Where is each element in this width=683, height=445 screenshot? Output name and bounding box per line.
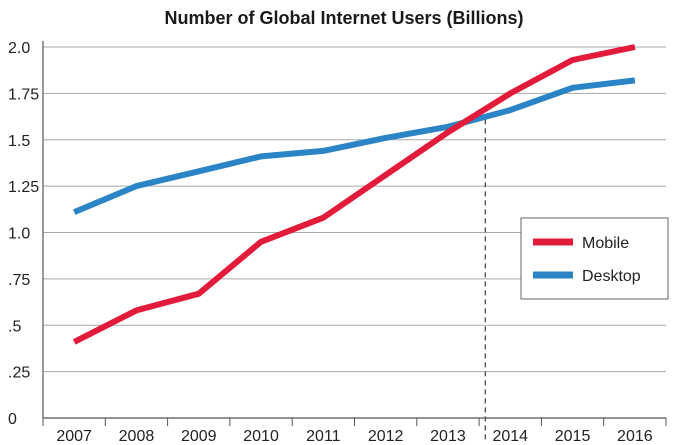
series-line-mobile — [72, 44, 636, 345]
legend-label-mobile: Mobile — [582, 235, 629, 252]
legend-box — [520, 217, 669, 300]
legend: Mobile Desktop — [520, 217, 669, 300]
chart-title: Number of Global Internet Users (Billion… — [164, 8, 523, 28]
x-tick-label: 2011 — [306, 428, 341, 445]
grid-lines — [43, 46, 666, 373]
y-tick-label: .5 — [8, 318, 21, 335]
legend-label-desktop: Desktop — [582, 268, 641, 285]
series-lines — [72, 44, 636, 345]
y-tick-label: 1.25 — [8, 179, 39, 196]
y-tick-label: 2.0 — [8, 40, 30, 57]
x-tick-label: 2009 — [181, 428, 217, 445]
x-axis-ticks: 2007 2008 2009 2010 2011 2012 2013 2014 2015 2016 — [42, 418, 667, 445]
y-tick-label: .25 — [8, 365, 30, 382]
x-tick-label: 2013 — [430, 428, 466, 445]
y-tick-label: .75 — [8, 272, 30, 289]
x-tick-label: 2008 — [119, 428, 155, 445]
series-line-desktop — [73, 77, 636, 215]
x-tick-label: 2015 — [555, 428, 591, 445]
y-tick-label: 1.0 — [8, 226, 30, 243]
x-tick-label: 2012 — [368, 428, 404, 445]
y-axis-ticks: 0 .25 .5 .75 1.0 1.25 1.5 1.75 2.0 — [8, 40, 39, 428]
y-tick-label: 0 — [8, 411, 17, 428]
x-tick-label: 2010 — [243, 428, 279, 445]
x-tick-label: 2007 — [56, 428, 92, 445]
y-tick-label: 1.75 — [8, 86, 39, 103]
x-tick-label: 2016 — [617, 428, 653, 445]
axes — [42, 41, 666, 419]
y-tick-label: 1.5 — [8, 133, 30, 150]
x-tick-label: 2014 — [492, 428, 528, 445]
